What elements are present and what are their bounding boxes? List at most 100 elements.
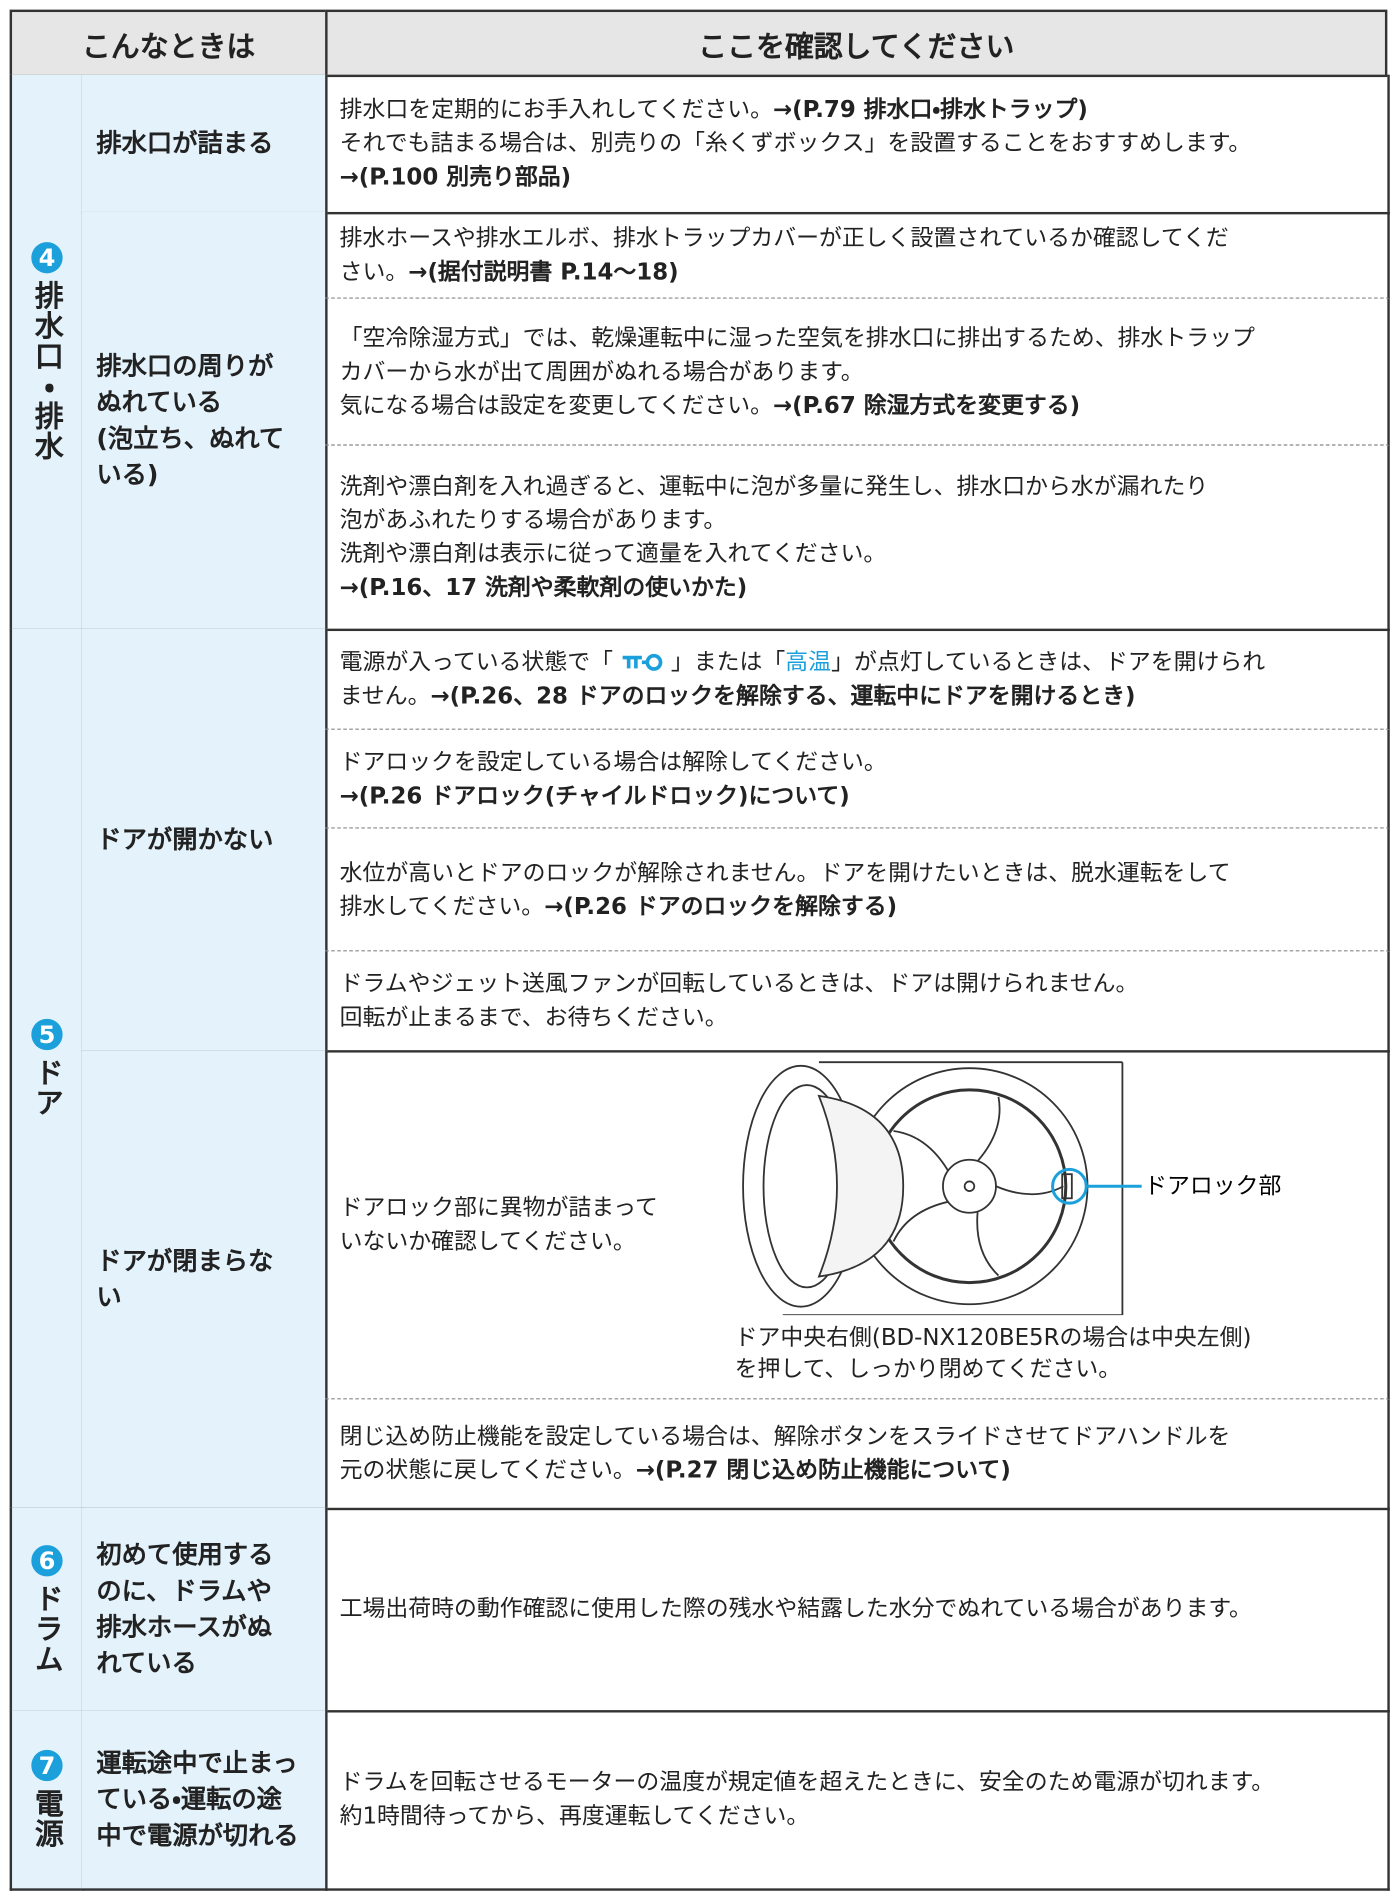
figure-caption: ドア中央右側(BD-NX120BE5Rの場合は中央左側) を押して、しっかり閉めて…: [735, 1322, 1252, 1385]
check-cell: ドアロックを設定している場合は解除してください。 →(P.26 ドアロック(チャイ…: [325, 729, 1390, 829]
symptom-line: 中で電源が切れる: [96, 1820, 299, 1850]
check-line: 水位が高いとドアのロックが解除されません。ドアを開けたいときは、脱水運転をして: [340, 856, 1388, 890]
check-text: 水位が高いとドアのロックが解除されません。ドアを開けたいときは、脱水運転をして: [339, 859, 1231, 886]
check-line: →(P.26 ドアロック(チャイルドロック)について): [340, 779, 1388, 813]
symptom-line: のに、ドラムや: [96, 1576, 272, 1606]
check-text: 排水してください。: [339, 892, 545, 920]
section-label: 電源: [29, 1788, 64, 1849]
check-cell: 閉じ込め防止機能を設定している場合は、解除ボタンをスライドさせてドアハンドルを元…: [325, 1399, 1390, 1511]
check-line: ドアロックを設定している場合は解除してください。: [340, 745, 1388, 779]
header-cell: ここを確認してください: [325, 9, 1388, 78]
check-cell: 工場出荷時の動作確認に使用した際の残水や結露した水分でぬれている場合があります。: [325, 1507, 1390, 1713]
check-line: 元の状態に戻してください。→(P.27 閉じ込め防止機能について): [340, 1454, 1388, 1488]
check-cell: 排水口を定期的にお手入れしてください。→(P.79 排水口・排水トラップ) それで…: [325, 74, 1390, 215]
figure-shape: [893, 1130, 949, 1172]
check-cell: ドアロック部に異物が詰まっていないか確認してください。 ドアロック部 ドア中央右側(…: [325, 1050, 1390, 1400]
check-text: 「空冷除湿方式」では、乾燥運転中に湿った空気を排水口に排出するため、排水トラップ: [339, 324, 1255, 352]
check-line: 気になる場合は設定を変更してください。→(P.67 除湿方式を変更する): [340, 388, 1388, 422]
check-text: ません。: [339, 682, 431, 709]
figure-shape: [892, 1200, 949, 1242]
check-cell: 洗剤や漂白剤を入れ過ぎると、運転中に泡が多量に発生し、排水口から水が漏れたり 泡が…: [325, 445, 1390, 632]
lock-icon: [622, 653, 663, 671]
symptom-line: いる): [96, 460, 159, 489]
check-text: 排水口を定期的にお手入れしてください。: [339, 96, 774, 123]
check-line: いないか確認してください。: [340, 1224, 1388, 1258]
symptom-line: 排水口が詰まる: [96, 128, 274, 158]
check-line: 「空冷除湿方式」では、乾燥運転中に湿った空気を排水口に排出するため、排水トラップ: [340, 321, 1388, 355]
section-number: 5: [31, 1018, 63, 1051]
check-line: →(P.16、17 洗剤や柔軟剤の使いかた): [340, 571, 1388, 605]
check-line: さい。→(据付説明書 P.14～18): [340, 255, 1388, 289]
check-text: 約1時間待ってから、再度運転してください。: [339, 1802, 810, 1830]
check-line: カバーから水が出て周囲がぬれる場合があります。: [340, 355, 1388, 389]
lock-icon-shape: [645, 653, 663, 671]
check-cell: ドラムを回転させるモーターの温度が規定値を超えたときに、安全のため電源が切れます…: [325, 1710, 1390, 1891]
section-label: 排水口・排水: [29, 280, 64, 462]
reference: →(P.26 ドアのロックを解除する): [544, 892, 898, 920]
section-number: 7: [31, 1749, 63, 1782]
section-number: 4: [31, 242, 63, 274]
header-text: ここを確認してください: [698, 29, 1015, 64]
figure-shape: [782, 1061, 1124, 1316]
check-cell: 「空冷除湿方式」では、乾燥運転中に湿った空気を排水口に排出するため、排水トラップ…: [325, 298, 1390, 446]
check-text: 洗剤や漂白剤は表示に従って適量を入れてください。: [339, 540, 887, 568]
symptom-cell: ドアが閉まらない: [81, 1050, 328, 1511]
symptom-cell: 排水口が詰まる: [81, 74, 328, 215]
figure-shape: [817, 1094, 905, 1278]
reference: →(P.26、28 ドアのロックを解除する、運転中にドアを開けるとき): [430, 682, 1136, 709]
reference: →(P.26 ドアロック(チャイルドロック)について): [339, 782, 850, 809]
header-cell: こんなときは: [9, 9, 328, 78]
check-cell: 水位が高いとドアのロックが解除されません。ドアを開けたいときは、脱水運転をして排…: [325, 828, 1390, 952]
check-text: カバーから水が出て周囲がぬれる場合があります。: [339, 358, 864, 385]
section-label: ドラム: [29, 1583, 64, 1674]
section-cell: 4 排水口・排水: [9, 74, 85, 632]
check-line: 排水口を定期的にお手入れしてください。→(P.79 排水口・排水トラップ): [340, 93, 1388, 127]
reference: →(P.16、17 洗剤や柔軟剤の使いかた): [339, 574, 748, 601]
check-text: ドアロック部に異物が詰まって: [339, 1194, 658, 1221]
check-text: 」が点灯しているときは、ドアを開けられ: [831, 648, 1266, 676]
check-text: 気になる場合は設定を変更してください。: [339, 391, 774, 419]
check-line: 閉じ込め防止機能を設定している場合は、解除ボタンをスライドさせてドアハンドルを: [340, 1420, 1388, 1454]
reference: →(据付説明書 P.14～18): [408, 258, 679, 285]
figure-shape: [995, 1185, 1064, 1196]
check-line: 電源が入っている状態で「 」または「高温」が点灯しているときは、ドアを開けられ: [340, 645, 1388, 679]
check-line: ません。→(P.26、28 ドアのロックを解除する、運転中にドアを開けるとき): [340, 679, 1388, 713]
check-line: →(P.100 別売り部品): [340, 160, 1388, 194]
symptom-line: い: [96, 1282, 122, 1312]
symptom-line: れている: [96, 1648, 197, 1678]
check-text: 泡があふれたりする場合があります。: [339, 507, 727, 534]
check-line: 洗剤や漂白剤を入れ過ぎると、運転中に泡が多量に発生し、排水口から水が漏れたり: [340, 470, 1388, 504]
symptom-cell: 初めて使用する のに、ドラムや 排水ホースがぬ れている: [81, 1507, 328, 1713]
check-text: 排水ホースや排水エルボ、排水トラップカバーが正しく設置されているか確認してくだ: [339, 224, 1229, 252]
figure-shape: [942, 1158, 997, 1214]
check-line: ドアロック部に異物が詰まって: [340, 1190, 1388, 1224]
section-number: 6: [31, 1544, 63, 1576]
check-text: 工場出荷時の動作確認に使用した際の残水や結露した水分でぬれている場合があります。: [339, 1595, 1252, 1623]
check-cell: 電源が入っている状態で「 」または「高温」が点灯しているときは、ドアを開けられ ませ…: [325, 628, 1390, 730]
check-text: ドラムやジェット送風ファンが回転しているときは、ドアは開けられません。: [339, 970, 1139, 998]
check-line: 約1時間待ってから、再度運転してください。: [340, 1799, 1388, 1833]
section-cell: 5 ドア: [9, 628, 85, 1511]
check-line: 泡があふれたりする場合があります。: [340, 503, 1388, 537]
symptom-line: 排水ホースがぬ: [96, 1612, 273, 1642]
section-cell: 7 電源: [9, 1710, 85, 1891]
figure-shape: [976, 1211, 1000, 1277]
symptom-cell: ドアが開かない: [81, 628, 328, 1053]
check-cell: 排水ホースや排水エルボ、排水トラップカバーが正しく設置されているか確認してくださ…: [325, 211, 1390, 299]
symptom-line: 運転途中で止まっ: [96, 1748, 298, 1778]
check-line: 排水ホースや排水エルボ、排水トラップカバーが正しく設置されているか確認してくだ: [340, 221, 1388, 255]
check-line: 回転が止まるまで、お待ちください。: [340, 1001, 1388, 1035]
door-figure: ドアロック部: [742, 1061, 1281, 1316]
check-text: 」または「: [670, 648, 786, 676]
reference: →(P.27 閉じ込め防止機能について): [635, 1457, 1011, 1484]
check-text: 元の状態に戻してください。: [339, 1457, 636, 1484]
symptom-line: ぬれている: [96, 387, 223, 417]
figure-shape: [963, 1180, 976, 1192]
symptom-cell: 排水口の周りが ぬれている (泡立ち、ぬれて いる): [81, 211, 328, 632]
reference: →(P.67 除湿方式を変更する): [773, 391, 1081, 419]
check-line: 排水してください。→(P.26 ドアのロックを解除する): [340, 889, 1388, 923]
figure-shape: [976, 1096, 1001, 1162]
caption-line: を押して、しっかり閉めてください。: [734, 1356, 1122, 1383]
check-text: 洗剤や漂白剤を入れ過ぎると、運転中に泡が多量に発生し、排水口から水が漏れたり: [339, 473, 1209, 500]
